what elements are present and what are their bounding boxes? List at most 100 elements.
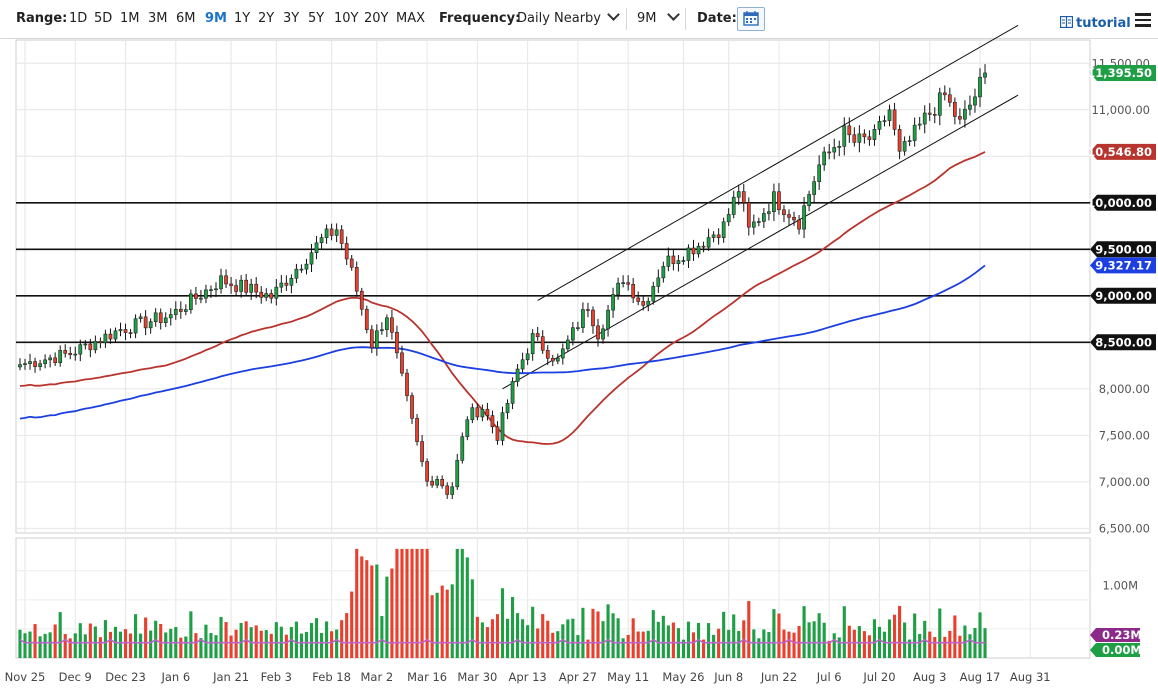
date-tick-label: May 26 — [662, 670, 704, 684]
volume-bar — [722, 611, 726, 658]
range-20y-button[interactable]: 20Y — [364, 11, 389, 26]
volume-bar — [541, 614, 545, 658]
volume-bar — [269, 633, 273, 658]
candle-body — [983, 72, 987, 78]
range-max-button[interactable]: MAX — [396, 11, 426, 26]
volume-bar — [309, 623, 314, 658]
volume-bar — [445, 589, 449, 658]
volume-bar — [159, 623, 163, 658]
volume-bar — [561, 624, 565, 658]
candle-body — [254, 283, 259, 293]
candle-body — [354, 267, 359, 292]
volume-bar — [490, 619, 495, 658]
volume-bar — [686, 621, 691, 658]
volume-bar — [33, 624, 37, 658]
candle-body — [601, 328, 605, 340]
candle-body — [420, 441, 424, 462]
range-10y-button[interactable]: 10Y — [334, 11, 359, 26]
volume-bar — [395, 548, 399, 658]
volume-bar — [968, 634, 972, 658]
range-1y-button[interactable]: 1Y — [234, 11, 251, 26]
date-picker-button[interactable] — [737, 7, 765, 31]
volume-bar — [108, 631, 113, 658]
candle-body — [606, 309, 610, 330]
candle-body — [822, 151, 827, 166]
candle-body — [158, 312, 163, 323]
date-tick-label: Mar 30 — [457, 670, 497, 684]
price-tick-label: 11,000.00 — [1091, 103, 1150, 117]
candle-body — [410, 395, 414, 419]
volume-bar — [707, 623, 711, 658]
candle-body — [887, 109, 892, 121]
candle-body — [671, 255, 676, 264]
volume-bar — [837, 637, 841, 658]
volume-bar — [219, 616, 223, 658]
candle-body — [847, 125, 852, 136]
volume-bar — [867, 635, 871, 658]
volume-bar — [526, 625, 530, 658]
volume-bar — [651, 610, 655, 658]
volume-bar — [365, 560, 369, 658]
range-3m-button[interactable]: 3M — [148, 11, 168, 26]
candle-body — [681, 260, 686, 262]
range-5y-button[interactable]: 5Y — [308, 11, 325, 26]
candle-body — [113, 330, 118, 340]
candle-body — [98, 341, 103, 344]
volume-bar — [666, 625, 670, 658]
candle-body — [33, 361, 37, 367]
tutorial-label: tutorial — [1076, 16, 1131, 31]
candle-body — [817, 164, 822, 182]
volume-bar — [656, 621, 660, 658]
volume-bar — [862, 631, 866, 658]
frequency-dropdown[interactable]: Daily Nearby — [517, 8, 620, 26]
menu-icon[interactable] — [1135, 13, 1151, 27]
range-5d-button[interactable]: 5D — [94, 11, 113, 26]
volume-bar — [933, 637, 937, 658]
volume-bar — [63, 634, 67, 658]
volume-bar — [335, 629, 339, 658]
range-9m-button[interactable]: 9M — [205, 11, 227, 26]
candle-body — [636, 297, 641, 302]
candle-body — [299, 268, 304, 271]
volume-bar — [661, 615, 665, 658]
candle-body — [535, 333, 540, 337]
candle-body — [696, 245, 701, 255]
volume-bar — [229, 635, 233, 658]
chart-toolbar: Range: 1D 5D 1M 3M 6M 9M 1Y 2Y 3Y 5Y 10Y 20Y MAX Fre… — [0, 0, 1158, 39]
volume-bar — [762, 629, 766, 658]
price-tag-text: 11,395.50 — [1087, 66, 1152, 80]
candle-body — [264, 293, 269, 298]
candle-body — [289, 278, 294, 286]
volume-bar — [772, 609, 776, 658]
date-tick-label: Feb 18 — [312, 670, 351, 684]
candle-body — [78, 344, 83, 355]
volume-bar — [551, 632, 555, 658]
date-tick-label: Jul 20 — [862, 670, 895, 684]
volume-bar — [827, 640, 831, 658]
volume-bar — [455, 548, 459, 658]
candle-body — [88, 343, 93, 351]
range-1m-button[interactable]: 1M — [120, 11, 140, 26]
candle-body — [425, 461, 429, 482]
candle-body — [445, 485, 450, 495]
candle-body — [877, 121, 882, 130]
candle-body — [475, 407, 480, 418]
candle-body — [173, 308, 178, 315]
tutorial-link[interactable]: tutorial — [1060, 15, 1131, 31]
period-dropdown[interactable]: 9M — [637, 8, 680, 26]
range-6m-button[interactable]: 6M — [176, 11, 196, 26]
candle-body — [767, 211, 771, 214]
range-3y-button[interactable]: 3Y — [283, 11, 300, 26]
candle-body — [43, 359, 47, 365]
candle-body — [691, 247, 696, 255]
candle-body — [772, 191, 776, 213]
volume-bar — [882, 631, 887, 658]
volume-bar — [812, 621, 816, 658]
range-1d-button[interactable]: 1D — [69, 11, 88, 26]
candle-body — [968, 104, 972, 110]
candle-body — [344, 243, 349, 260]
volume-bar — [505, 618, 510, 658]
range-2y-button[interactable]: 2Y — [258, 11, 275, 26]
candle-body — [555, 357, 560, 362]
